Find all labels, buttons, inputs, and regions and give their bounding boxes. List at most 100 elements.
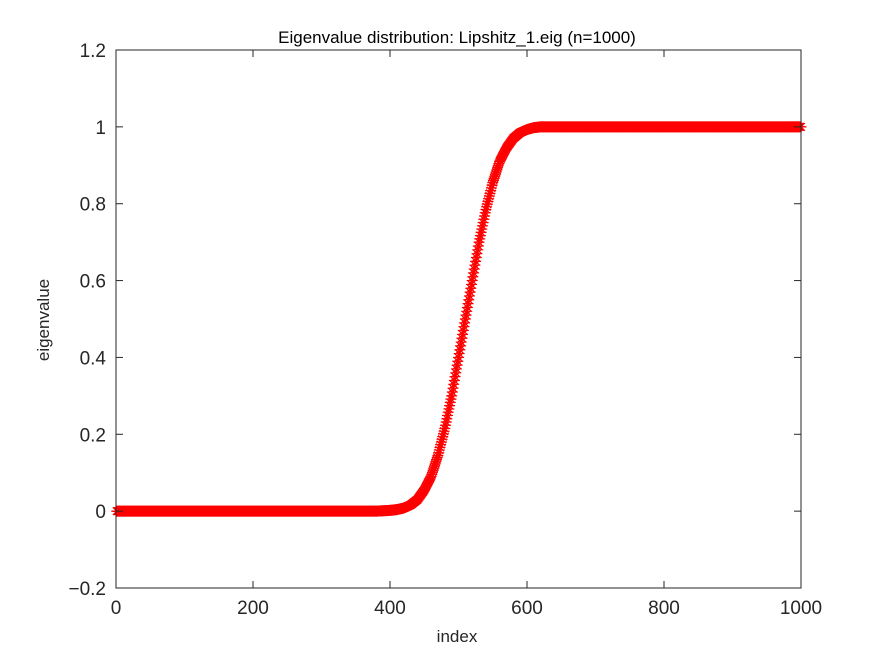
data-point xyxy=(444,396,456,408)
data-point xyxy=(431,452,443,464)
data-point xyxy=(454,344,466,356)
data-point xyxy=(456,332,468,344)
y-tick-label: 0.6 xyxy=(80,272,106,293)
data-point xyxy=(425,471,437,483)
data-point xyxy=(461,305,473,317)
data-point xyxy=(455,336,467,348)
x-tick-label: 800 xyxy=(648,598,680,619)
data-point xyxy=(466,275,478,287)
data-point xyxy=(437,428,449,440)
data-point xyxy=(489,168,501,180)
data-point xyxy=(458,321,470,333)
data-point xyxy=(457,328,469,340)
data-point xyxy=(426,466,438,478)
x-axis-ticks: 0 200 400 600 800 1000 xyxy=(111,50,822,619)
data-point xyxy=(477,217,489,229)
x-tick-label: 400 xyxy=(374,598,406,619)
data-point xyxy=(434,441,446,453)
data-point xyxy=(491,164,503,176)
y-tick-label: 0.2 xyxy=(80,425,106,446)
data-point xyxy=(432,449,444,461)
data-point xyxy=(480,203,492,215)
data-point xyxy=(442,406,454,418)
data-point xyxy=(449,371,461,383)
data-point xyxy=(470,252,482,264)
data-point xyxy=(457,325,469,337)
data-point xyxy=(445,393,457,405)
data-point xyxy=(485,182,497,194)
data-point xyxy=(479,207,491,219)
data-point xyxy=(443,403,455,415)
x-axis-label: index xyxy=(437,627,478,646)
data-point xyxy=(489,170,501,182)
data-point xyxy=(476,223,488,235)
data-point xyxy=(478,213,490,225)
y-tick-label: 1 xyxy=(95,118,106,139)
data-point xyxy=(447,382,459,394)
data-point xyxy=(450,367,462,379)
x-tick-label: 600 xyxy=(511,598,543,619)
data-point xyxy=(446,386,458,398)
data-point xyxy=(483,193,495,205)
data-point xyxy=(482,195,494,207)
x-tick-label: 200 xyxy=(237,598,269,619)
data-point xyxy=(429,460,441,472)
data-point xyxy=(433,444,445,456)
data-point xyxy=(463,290,475,302)
data-point xyxy=(485,185,497,197)
data-point xyxy=(430,456,442,468)
data-point xyxy=(481,198,493,210)
data-point xyxy=(492,160,504,172)
data-point xyxy=(441,413,453,425)
data-point xyxy=(472,244,484,256)
data-point xyxy=(459,313,471,325)
data-point xyxy=(453,351,464,363)
data-point xyxy=(439,419,451,431)
y-tick-label: 0 xyxy=(95,502,106,523)
data-point xyxy=(463,294,475,306)
x-tick-label: 1000 xyxy=(780,598,822,619)
data-point xyxy=(468,267,480,279)
y-tick-label: 0.4 xyxy=(80,348,107,369)
data-point xyxy=(435,436,447,448)
chart-title: Eigenvalue distribution: Lipshitz_1.eig … xyxy=(278,28,636,47)
data-point xyxy=(431,454,443,466)
y-tick-label: 0.8 xyxy=(80,195,106,216)
y-axis-label: eigenvalue xyxy=(34,279,53,361)
data-point xyxy=(446,390,458,402)
y-axis-ticks: −0.2 0 0.2 0.4 0.6 0.8 1 1.2 xyxy=(68,41,801,600)
data-point xyxy=(492,162,504,174)
data-point xyxy=(426,468,438,480)
data-point xyxy=(451,359,463,371)
data-point xyxy=(433,447,445,459)
data-point xyxy=(476,220,488,232)
data-point xyxy=(439,423,451,435)
data-point xyxy=(472,240,484,252)
data-point xyxy=(486,179,498,191)
data-point xyxy=(475,226,487,238)
data-point xyxy=(461,301,473,313)
data-point xyxy=(440,416,452,428)
data-point xyxy=(460,309,472,321)
data-point xyxy=(438,425,450,437)
axes-box xyxy=(115,49,802,589)
data-point xyxy=(474,230,486,242)
data-point xyxy=(452,355,464,367)
y-tick-label: 1.2 xyxy=(80,41,106,62)
data-point xyxy=(465,282,477,294)
data-point xyxy=(481,201,493,213)
data-point xyxy=(493,158,505,170)
data-point xyxy=(437,431,449,443)
data-point xyxy=(428,462,440,474)
data-point xyxy=(455,340,467,352)
data-point xyxy=(448,374,460,386)
data-point xyxy=(473,236,485,248)
data-point xyxy=(470,255,482,267)
data-point xyxy=(453,348,465,360)
data-point xyxy=(450,363,462,375)
data-point xyxy=(487,177,499,189)
data-point xyxy=(468,263,480,275)
data-point xyxy=(483,190,495,202)
x-tick-label: 0 xyxy=(111,598,122,619)
